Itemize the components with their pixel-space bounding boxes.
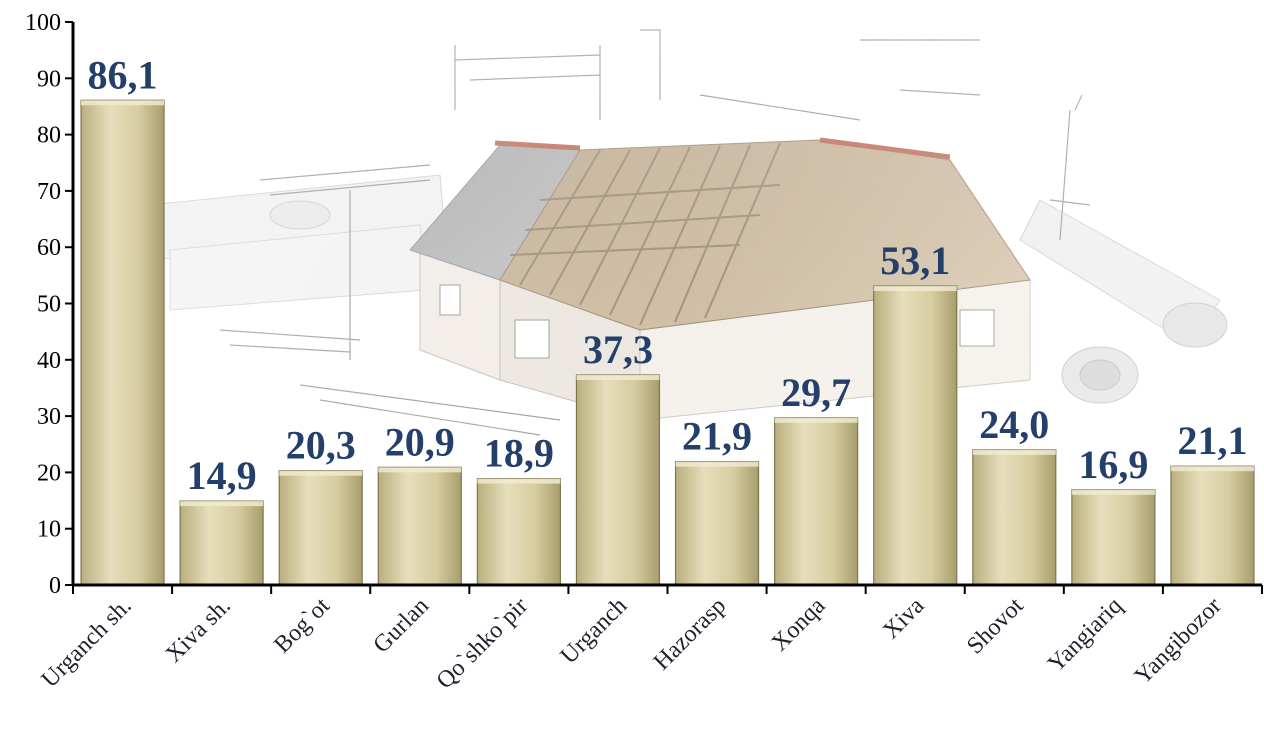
y-tick-label: 90 (37, 66, 61, 92)
data-label: 14,9 (187, 453, 257, 498)
data-label: 86,1 (88, 52, 158, 97)
bar-top-highlight (873, 286, 957, 292)
bar (278, 470, 363, 586)
y-tick-label: 60 (37, 235, 61, 261)
bar-top-highlight (180, 501, 264, 507)
y-tick-label: 50 (37, 292, 61, 318)
y-tick-label: 40 (37, 348, 61, 374)
y-tick-label: 70 (37, 179, 61, 205)
bar-top-highlight (1170, 466, 1254, 472)
bar (575, 374, 661, 586)
data-label: 21,1 (1177, 418, 1247, 463)
bar-top-highlight (1071, 489, 1155, 495)
bar (1170, 465, 1255, 586)
bar-top-highlight (81, 100, 165, 106)
bar (1071, 489, 1156, 586)
bar-top-highlight (279, 470, 363, 476)
y-tick-label: 100 (25, 10, 61, 36)
data-label: 16,9 (1078, 442, 1148, 487)
bar-top-highlight (576, 375, 660, 381)
data-label: 37,3 (583, 327, 653, 372)
data-label: 20,3 (286, 423, 356, 468)
bar (80, 99, 165, 586)
data-label: 29,7 (781, 370, 851, 415)
y-tick-label: 10 (37, 517, 61, 543)
bar (972, 449, 1057, 586)
bar (774, 417, 859, 586)
bar-top-highlight (378, 467, 462, 473)
bar (873, 285, 958, 586)
y-tick-label: 80 (37, 123, 61, 149)
data-label: 53,1 (880, 238, 950, 283)
bar (476, 477, 561, 586)
data-label: 24,0 (979, 402, 1049, 447)
y-tick-label: 30 (37, 404, 61, 430)
y-tick-label: 0 (49, 573, 61, 599)
bar-top-highlight (774, 417, 858, 423)
bar (377, 466, 462, 586)
y-tick-label: 20 (37, 460, 61, 486)
bar (179, 500, 264, 586)
bar-top-highlight (972, 449, 1056, 455)
data-label: 20,9 (385, 419, 455, 464)
bar-top-highlight (477, 478, 561, 484)
bar-top-highlight (675, 461, 759, 467)
data-label: 18,9 (484, 431, 554, 476)
data-label: 21,9 (682, 414, 752, 459)
bar (674, 461, 760, 586)
